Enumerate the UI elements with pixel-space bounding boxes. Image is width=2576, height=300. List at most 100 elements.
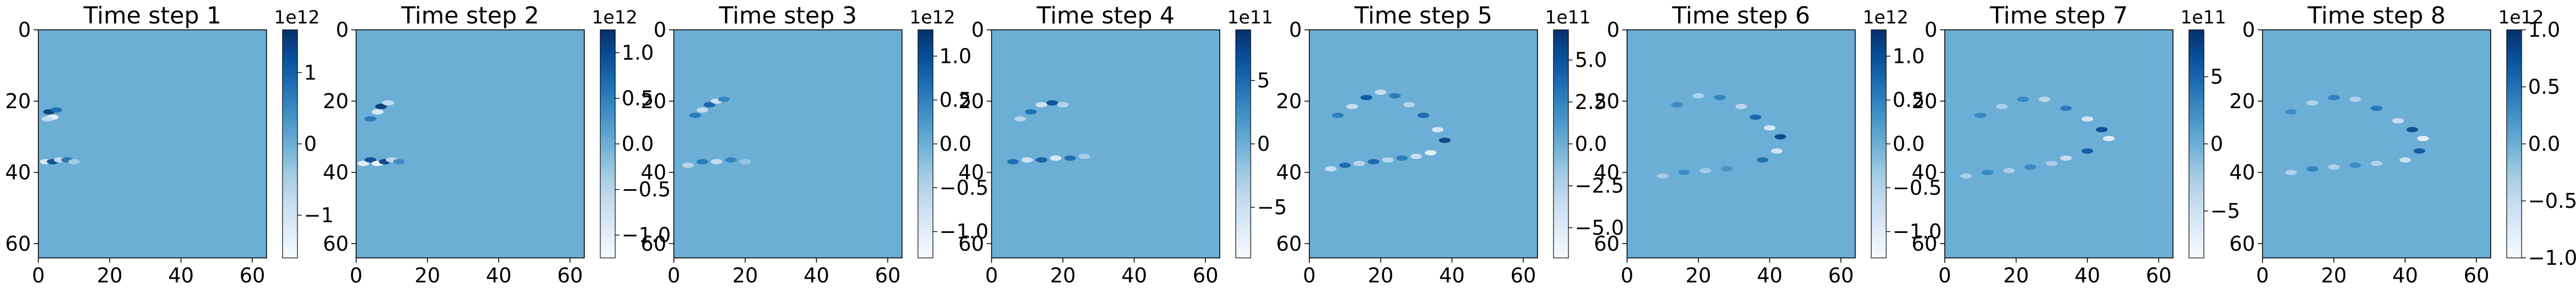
x-tick-label: 0 bbox=[1938, 264, 1951, 287]
x-tick-label: 0 bbox=[667, 264, 680, 287]
heatmap-cell bbox=[1770, 148, 1783, 154]
heatmap-cell bbox=[689, 112, 702, 118]
heatmap-cell bbox=[2371, 106, 2382, 111]
colorbar-tick-label: −0.5 bbox=[2528, 189, 2576, 213]
heatmap-cell bbox=[1374, 90, 1387, 95]
colorbar-tick-label: −1.0 bbox=[939, 220, 988, 244]
heatmap-cell bbox=[1982, 169, 1994, 175]
heatmap-field bbox=[2263, 30, 2491, 258]
colorbar-tick-label: 1 bbox=[304, 61, 317, 84]
heatmap-features bbox=[1325, 90, 1451, 172]
panel-title: Time step 4 bbox=[1036, 2, 1175, 29]
heatmap-cell bbox=[2306, 166, 2319, 172]
y-tick-label: 60 bbox=[1276, 232, 1302, 255]
heatmap-cell bbox=[1014, 116, 1026, 122]
colorbar-tick-label: 1.0 bbox=[1893, 44, 1925, 68]
heatmap-cell bbox=[1332, 112, 1344, 118]
heatmap-cell bbox=[50, 107, 62, 113]
heatmap-cell bbox=[1396, 155, 1408, 161]
heatmap-panel-8: Time step 80 20 40 6002040601.00.50.0−0.5−1… bbox=[2229, 2, 2576, 287]
heatmap-cell bbox=[2060, 106, 2072, 111]
heatmap-cell bbox=[2417, 135, 2429, 141]
x-tick-label: 40 bbox=[2074, 264, 2100, 287]
heatmap-cell bbox=[2399, 157, 2411, 163]
x-tick-label: 40 bbox=[1121, 264, 1147, 287]
axes-frame bbox=[356, 29, 585, 258]
heatmap-features bbox=[682, 96, 751, 168]
x-tick-label: 60 bbox=[875, 264, 900, 287]
y-tick-label: 0 bbox=[654, 18, 666, 42]
colorbar-tick-label: 5 bbox=[1257, 69, 1270, 92]
y-tick-label: 60 bbox=[1912, 232, 1937, 255]
heatmap-cell bbox=[1721, 166, 1733, 172]
colorbar-exponent: 1e11 bbox=[1545, 7, 1591, 28]
heatmap-cell bbox=[2060, 155, 2072, 161]
colorbar-tick-label: −5 bbox=[1257, 196, 1287, 219]
y-tick-label: 40 bbox=[5, 161, 31, 184]
heatmap-cell bbox=[1418, 112, 1429, 118]
y-tick-label: 40 bbox=[1594, 161, 1620, 184]
colorbar-exponent: 1e12 bbox=[274, 7, 320, 28]
x-tick-label: 0 bbox=[32, 264, 45, 287]
y-tick-label: 20 bbox=[2229, 90, 2255, 113]
y-tick-label: 60 bbox=[641, 232, 666, 255]
heatmap-cell bbox=[68, 159, 80, 165]
heatmap-cell bbox=[718, 96, 730, 102]
heatmap-cell bbox=[1974, 112, 1986, 118]
y-tick-label: 0 bbox=[1289, 18, 1302, 42]
panel-title: Time step 3 bbox=[719, 2, 857, 29]
heatmap-cell bbox=[2024, 164, 2036, 170]
y-tick-label: 40 bbox=[2229, 161, 2255, 184]
panel-title: Time step 5 bbox=[1354, 2, 1493, 29]
y-tick-label: 0 bbox=[971, 18, 984, 42]
colorbar-tick-label: 1.0 bbox=[2528, 18, 2560, 42]
heatmap-cell bbox=[2371, 160, 2382, 166]
x-tick-label: 20 bbox=[415, 264, 440, 287]
colorbar-tick-label: 0 bbox=[1257, 132, 1270, 156]
heatmap-cell bbox=[1353, 160, 1365, 166]
x-tick-label: 60 bbox=[239, 264, 265, 287]
heatmap-cell bbox=[364, 157, 376, 163]
heatmap-features bbox=[39, 107, 80, 165]
y-tick-label: 0 bbox=[18, 18, 31, 42]
colorbar-tick-label: 0.0 bbox=[622, 132, 654, 156]
heatmap-cell bbox=[2392, 118, 2404, 124]
colorbar bbox=[2188, 29, 2204, 258]
axes-frame bbox=[1309, 29, 1538, 258]
heatmap-panel-2: Time step 20 20 40 6002040601.00.50.0−0.5−1… bbox=[323, 2, 671, 287]
x-tick-label: 0 bbox=[985, 264, 998, 287]
y-tick-label: 40 bbox=[323, 161, 349, 184]
y-tick-label: 20 bbox=[959, 90, 984, 113]
x-tick-label: 0 bbox=[1303, 264, 1316, 287]
colorbar-tick-label: −1.0 bbox=[2528, 246, 2576, 270]
colorbar-exponent: 1e11 bbox=[2180, 7, 2226, 28]
heatmap-cell bbox=[2349, 163, 2361, 168]
y-tick-label: 20 bbox=[1912, 90, 1937, 113]
y-tick-label: 40 bbox=[641, 161, 666, 184]
heatmap-cell bbox=[2017, 96, 2030, 102]
x-tick-label: 0 bbox=[2256, 264, 2269, 287]
x-tick-label: 60 bbox=[1193, 264, 1218, 287]
colorbar-tick-label: −5.0 bbox=[1575, 216, 1624, 239]
heatmap-cell bbox=[1007, 159, 1019, 165]
heatmap-cell bbox=[1713, 95, 1726, 101]
colorbar-tick-label: 0.5 bbox=[1893, 88, 1925, 112]
y-tick-label: 0 bbox=[1925, 18, 1937, 42]
heatmap-field bbox=[1627, 30, 1855, 258]
heatmap-cell bbox=[1678, 169, 1690, 175]
colorbar-tick-label: 0.5 bbox=[2528, 75, 2560, 99]
heatmap-features bbox=[357, 100, 405, 166]
heatmap-cell bbox=[375, 103, 387, 109]
y-tick-label: 60 bbox=[2229, 232, 2255, 255]
heatmap-cell bbox=[703, 102, 715, 108]
colorbar-tick-label: −2.5 bbox=[1575, 174, 1624, 198]
colorbar-tick-label: 0 bbox=[304, 132, 317, 156]
heatmap-cell bbox=[2003, 168, 2015, 174]
axes-frame bbox=[38, 29, 267, 258]
heatmap-cell bbox=[1035, 157, 1048, 163]
heatmap-cell bbox=[1078, 153, 1090, 159]
axes-frame bbox=[673, 29, 903, 258]
heatmap-cell bbox=[739, 159, 751, 165]
